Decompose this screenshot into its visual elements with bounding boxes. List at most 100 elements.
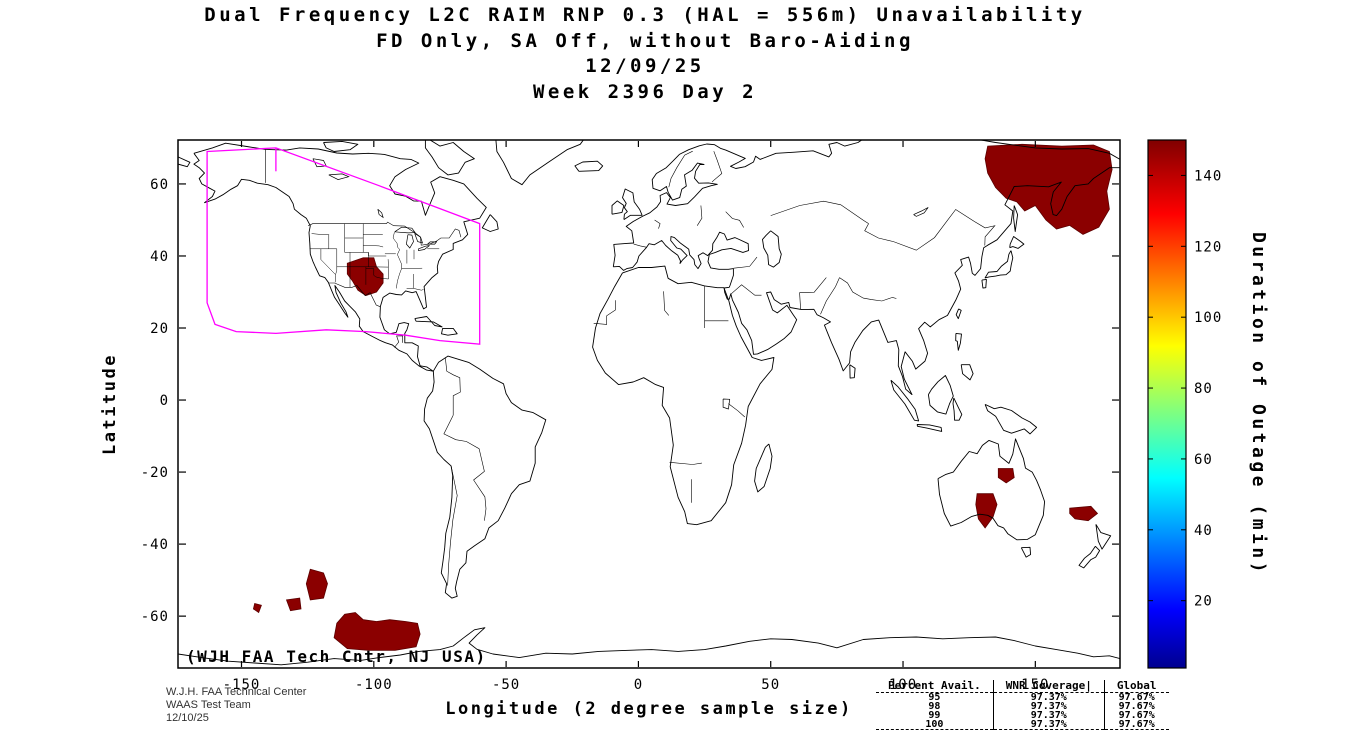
- availability-cell: 97.37%: [993, 692, 1105, 702]
- availability-cell: 100: [876, 720, 994, 730]
- coastline-path: [981, 278, 987, 289]
- coastline-path: [178, 627, 1120, 666]
- coastline-path: [1009, 236, 1025, 249]
- country-border: [770, 200, 869, 224]
- title-line-1: Dual Frequency L2C RAIM RNP 0.3 (HAL = 5…: [204, 4, 1086, 26]
- state-border: [311, 233, 330, 235]
- x-tick-label: -150: [223, 677, 261, 693]
- availability-cell: 97.67%: [1118, 710, 1155, 721]
- availability-row: 100 97.37% 97.67%: [876, 720, 1169, 730]
- state-border: [387, 259, 389, 279]
- country-border: [725, 211, 744, 228]
- state-border: [363, 244, 384, 248]
- country-border: [308, 221, 462, 246]
- country-border: [668, 150, 693, 188]
- coastline-path: [592, 265, 775, 526]
- map-plot: [178, 140, 1120, 666]
- coastline-path: [952, 397, 963, 421]
- country-border: [447, 465, 458, 586]
- outage-region-south-pacific-tiny: [252, 603, 262, 614]
- lake-outline: [377, 208, 384, 219]
- outage-region-australia-south: [975, 493, 998, 529]
- x-tick-label: 0: [634, 677, 643, 693]
- coastline-path: [916, 424, 943, 432]
- colorbar-tick-label: 120: [1194, 239, 1222, 255]
- lake-outline: [328, 173, 350, 180]
- availability-cell: 99: [876, 711, 994, 721]
- coastline-path: [414, 316, 443, 328]
- watermark: (WJH FAA Tech Cntr, NJ USA): [186, 647, 487, 666]
- footer-line-3: 12/10/25: [166, 712, 209, 724]
- coastline-path: [424, 140, 475, 176]
- title-line-3: 12/09/25: [585, 55, 705, 77]
- availability-cell: 95: [876, 692, 994, 702]
- lake-outline: [418, 245, 430, 252]
- coastline-path: [495, 140, 584, 186]
- colorbar-tick-label: 40: [1194, 523, 1213, 539]
- coastline-path: [927, 375, 954, 415]
- coastline-path: [193, 142, 487, 372]
- col-global: Global: [1104, 680, 1169, 693]
- availability-cell: 97.67%: [1118, 701, 1155, 712]
- x-tick-label: -50: [492, 677, 520, 693]
- country-border: [864, 209, 996, 251]
- coastline-path: [481, 214, 499, 232]
- country-border: [820, 277, 840, 315]
- availability-cell: 97.67%: [1104, 720, 1169, 730]
- coastline-path: [937, 438, 1046, 541]
- x-tick-label: 50: [761, 677, 780, 693]
- waas-coverage-outline: [206, 147, 481, 345]
- country-border: [839, 277, 897, 302]
- coastline-path: [849, 364, 856, 379]
- availability-cell: 97.37%: [993, 702, 1105, 712]
- coastline-path: [960, 364, 974, 381]
- country-border: [593, 300, 616, 325]
- country-border: [799, 277, 827, 310]
- title-block: Dual Frequency L2C RAIM RNP 0.3 (HAL = 5…: [5, 3, 1285, 105]
- coastline-path: [612, 140, 1120, 396]
- colorbar-tick-label: 60: [1194, 452, 1213, 468]
- y-tick-label: 20: [150, 321, 169, 337]
- availability-cell: 97.67%: [1118, 692, 1155, 703]
- outage-region-south-pacific-small: [285, 597, 302, 612]
- coastline-path: [323, 140, 359, 152]
- availability-table: Percent Avail. WNR Coverage| Global 95 97…: [876, 680, 1169, 730]
- country-border: [733, 256, 758, 269]
- lake-outline: [414, 233, 424, 244]
- country-border: [633, 243, 647, 248]
- plot-border: [177, 139, 1121, 669]
- availability-table-header: Percent Avail. WNR Coverage| Global: [876, 680, 1169, 693]
- colorbar-tick-label: 80: [1194, 381, 1213, 397]
- footer-line-1: W.J.H. FAA Technical Center: [166, 686, 307, 698]
- coastline-path: [754, 443, 773, 493]
- coastline-path: [984, 403, 1038, 435]
- coastline-path: [1078, 545, 1101, 569]
- colorbar-ticks: 20 40 60 80 100 120 140: [1148, 168, 1222, 610]
- footer-block: W.J.H. FAA Technical Center WAAS Test Te…: [166, 686, 306, 725]
- coastline-path: [762, 230, 782, 268]
- country-border: [669, 462, 702, 465]
- colorbar-label: Duration of Outage (min): [1248, 232, 1269, 576]
- coastline-path: [423, 355, 547, 599]
- lake-outline: [427, 241, 438, 245]
- coastline-path: [955, 332, 962, 351]
- coastline-path: [574, 160, 604, 172]
- availability-row: 95 97.37% 97.67%: [876, 692, 1169, 703]
- country-border: [728, 403, 746, 418]
- title-line-2: FD Only, SA Off, without Baro-Aiding: [376, 29, 914, 52]
- country-border: [394, 335, 404, 348]
- state-border: [406, 288, 424, 291]
- coastline-path: [1095, 524, 1112, 550]
- lake-outline: [406, 234, 414, 249]
- country-border: [730, 284, 762, 296]
- title-line-4: Week 2396 Day 2: [532, 80, 758, 103]
- y-tick-label: 40: [150, 249, 169, 265]
- y-tick-label: -60: [141, 609, 169, 625]
- availability-row: 98 97.37% 97.67%: [876, 701, 1169, 712]
- coastline-path: [611, 200, 625, 215]
- y-tick-label: 60: [150, 177, 169, 193]
- outage-region-tasman-northeast: [1069, 505, 1099, 522]
- col-percent-avail: Percent Avail.: [876, 680, 994, 693]
